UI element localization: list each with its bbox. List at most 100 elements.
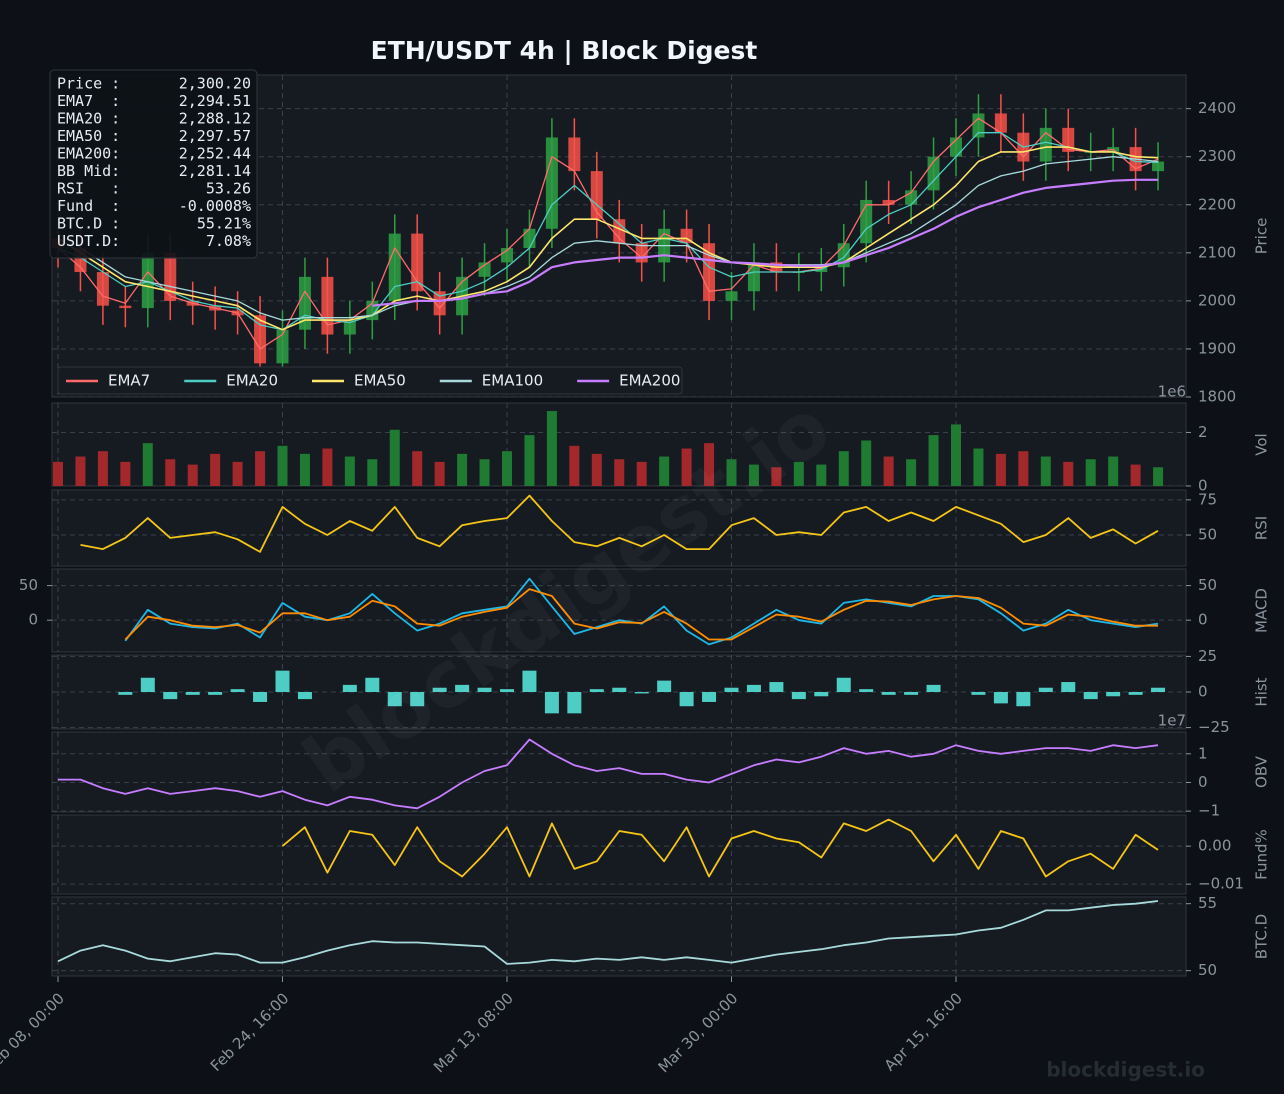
bar <box>118 692 133 695</box>
bar <box>569 445 580 486</box>
panel-marks <box>52 815 1186 894</box>
bar <box>75 456 86 486</box>
bar <box>457 453 468 486</box>
series-line <box>58 738 1159 810</box>
series-line <box>57 117 1159 350</box>
bar <box>724 687 739 692</box>
bar <box>612 687 627 692</box>
candle-body <box>96 272 109 306</box>
y-tick-label: 50 <box>1198 576 1217 594</box>
candle-body <box>613 219 626 244</box>
panel-marks <box>52 490 1186 566</box>
y-tick-label: 2400 <box>1198 99 1236 117</box>
info-label: USDT.D: <box>57 232 120 250</box>
series-line <box>372 178 1158 307</box>
series-line <box>57 132 1159 331</box>
legend: EMA7 EMA20 EMA50 EMA100 EMA200 <box>57 366 683 395</box>
info-value: 7.08% <box>206 232 251 250</box>
bar <box>659 456 670 486</box>
bar <box>1153 467 1164 486</box>
bar <box>881 692 896 695</box>
bar <box>836 677 851 692</box>
series-line <box>57 156 1159 321</box>
bar <box>904 692 919 695</box>
y-tick-label: 1800 <box>1198 388 1236 406</box>
bar <box>342 684 357 692</box>
bar <box>679 692 694 707</box>
footer-brand: blockdigest.io <box>1046 1058 1205 1082</box>
bar <box>232 461 243 486</box>
bar <box>185 692 200 695</box>
bar <box>1061 682 1076 692</box>
legend-label: EMA50 <box>354 372 406 390</box>
bar <box>1040 456 1051 486</box>
bar <box>432 687 447 692</box>
bar <box>500 689 514 692</box>
info-value: 2,252.44 <box>179 145 251 163</box>
bar <box>859 689 874 692</box>
y-tick-label: 2000 <box>1198 291 1236 309</box>
info-value: 2,281.14 <box>179 162 251 180</box>
info-label: RSI : <box>57 180 120 198</box>
y-tick-label: 50 <box>1198 526 1217 544</box>
bar <box>387 692 402 707</box>
info-label: EMA200: <box>57 145 120 163</box>
bar <box>746 684 761 692</box>
bar <box>255 451 266 486</box>
bar <box>1083 692 1098 700</box>
bar <box>951 424 961 486</box>
candle-body <box>747 262 760 292</box>
bar <box>816 464 827 486</box>
candle-body <box>343 320 356 335</box>
legend-label: EMA7 <box>108 372 150 390</box>
panel-marks <box>52 569 1186 652</box>
info-value: 2,297.57 <box>179 127 251 145</box>
bar <box>142 443 153 486</box>
y-tick-label: 0 <box>1198 683 1208 701</box>
candle-body <box>433 291 446 316</box>
candle-body <box>254 315 267 364</box>
bar <box>322 448 333 486</box>
bar <box>434 461 445 486</box>
y-axis-label: OBV <box>1253 755 1271 788</box>
bar <box>791 692 806 700</box>
bar <box>120 461 131 486</box>
bar <box>883 456 894 486</box>
panel-marks <box>52 732 1186 812</box>
info-background <box>49 69 258 259</box>
bar <box>814 692 829 697</box>
candle-body <box>164 252 177 301</box>
axis-offset-label: 1e7 <box>1158 712 1186 730</box>
bar <box>681 448 692 486</box>
bar <box>1151 687 1166 692</box>
info-label: EMA50 : <box>57 127 120 145</box>
bar <box>1128 692 1143 695</box>
bar <box>1038 687 1053 692</box>
bar <box>1018 451 1029 486</box>
bar <box>1108 456 1119 486</box>
bar <box>208 692 223 695</box>
legend-label: EMA20 <box>226 372 278 390</box>
axis-offset-label: 1e6 <box>1158 383 1186 401</box>
bar <box>412 451 423 486</box>
candle-body <box>1152 161 1165 172</box>
bar <box>299 453 310 486</box>
bar <box>477 687 492 692</box>
bar <box>53 461 63 486</box>
legend-label: EMA200 <box>619 372 680 390</box>
bar <box>726 459 737 486</box>
bar <box>1063 461 1074 486</box>
bar <box>567 692 582 714</box>
y-tick-label: 0 <box>1198 611 1208 629</box>
bar <box>165 459 176 486</box>
info-value: 2,288.12 <box>179 110 251 128</box>
bar <box>479 459 490 486</box>
y-axis-label: BTC.D <box>1253 914 1271 959</box>
candle-body <box>321 276 334 335</box>
bar <box>634 692 649 694</box>
bar <box>277 445 288 486</box>
candle-body <box>141 252 154 309</box>
y-tick-label: 0.00 <box>1198 837 1231 855</box>
bar <box>1085 459 1096 486</box>
panel-background <box>51 731 1187 813</box>
